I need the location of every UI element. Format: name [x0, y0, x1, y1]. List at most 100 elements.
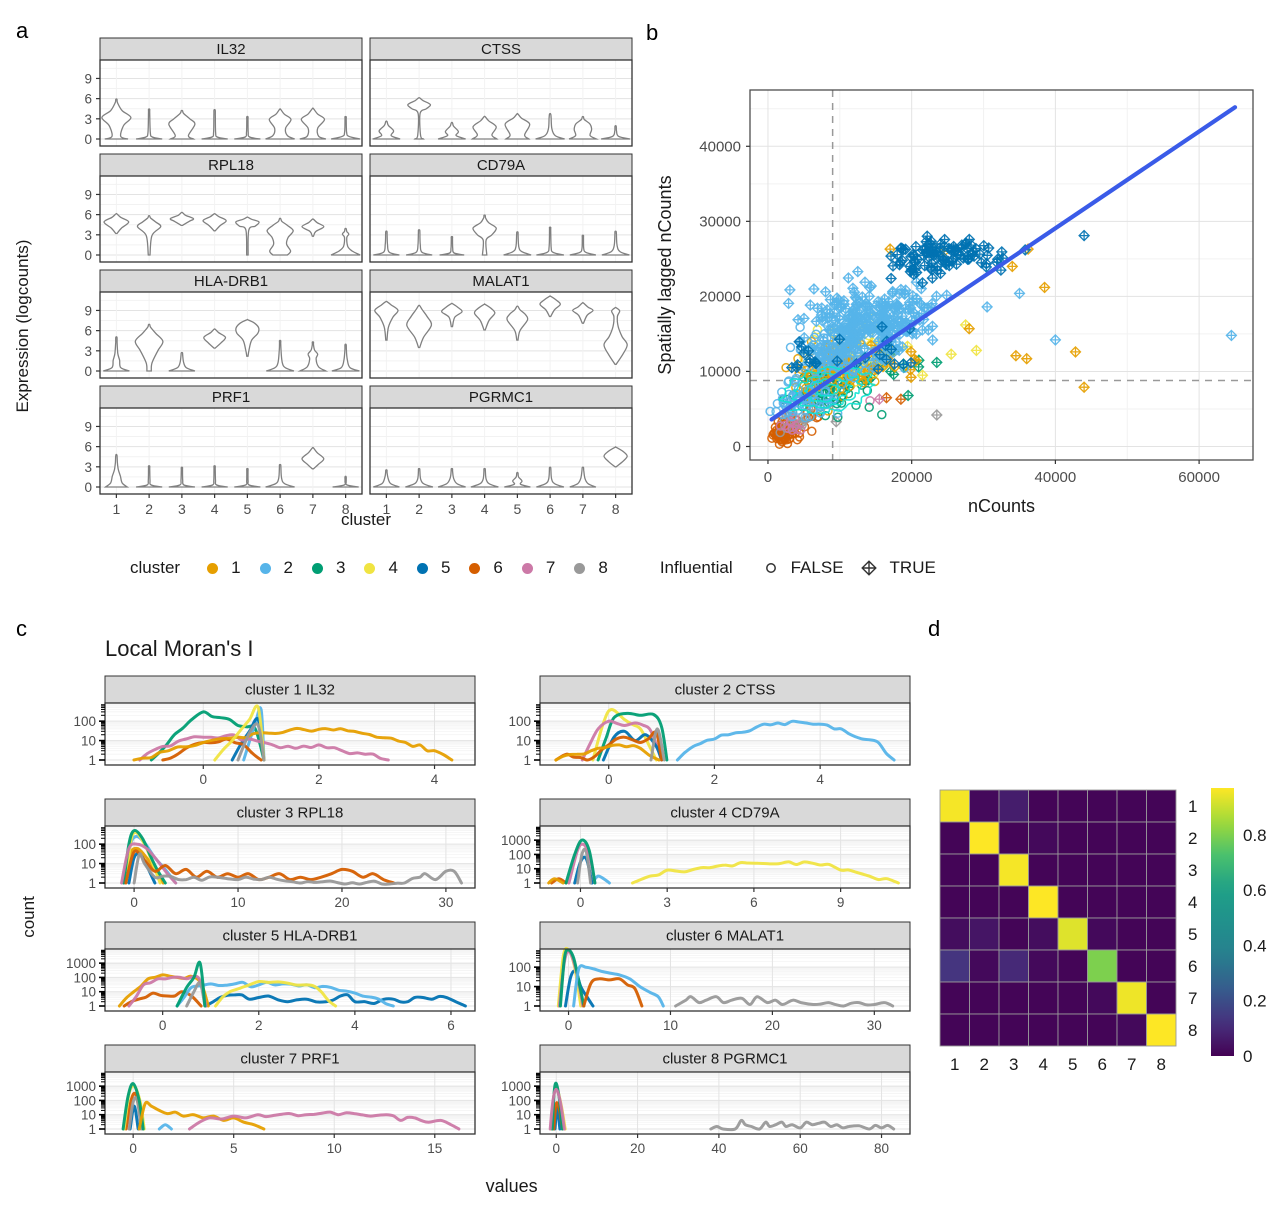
freqpoly-cluster-8 — [709, 1118, 896, 1132]
svg-text:7: 7 — [579, 501, 587, 517]
violin — [535, 112, 565, 140]
svg-text:5: 5 — [513, 501, 521, 517]
heatmap-cell — [1028, 949, 1059, 983]
svg-text:PRF1: PRF1 — [212, 389, 250, 406]
violin — [169, 211, 195, 227]
violin — [330, 227, 361, 256]
svg-text:0: 0 — [84, 132, 92, 147]
heatmap-cell — [1146, 885, 1177, 919]
violin — [168, 466, 196, 488]
cluster-6-dot-icon — [469, 562, 481, 574]
heatmap-cell — [998, 789, 1029, 823]
freqpoly-cluster-3 — [175, 960, 207, 1008]
svg-text:9: 9 — [84, 419, 92, 434]
b-xlabel: nCounts — [968, 496, 1035, 516]
heatmap-cell — [969, 1013, 1000, 1047]
cluster-4-dot-icon — [364, 562, 376, 574]
legend-cluster-item-8: 8 — [561, 558, 608, 578]
svg-text:0: 0 — [84, 248, 92, 263]
svg-text:60000: 60000 — [1178, 469, 1220, 486]
heatmap-cell — [1116, 789, 1147, 823]
violin-grid-chart: Expression (logcounts) IL32 0 3 6 9 CTSS RPL18 0… — [13, 37, 633, 529]
violin — [437, 467, 466, 488]
svg-text:1: 1 — [88, 1122, 96, 1137]
svg-text:0: 0 — [84, 364, 92, 379]
violin — [301, 446, 325, 470]
violin — [405, 467, 434, 488]
legend-cluster-number: 8 — [598, 558, 608, 577]
svg-text:6: 6 — [84, 324, 92, 339]
svg-text:0: 0 — [605, 772, 613, 787]
freqpoly-cluster-4 — [631, 860, 900, 885]
heatmap-cell — [969, 981, 1000, 1015]
heatmap-cell — [1116, 917, 1147, 951]
svg-text:10: 10 — [231, 895, 246, 910]
heatmap-cell — [1116, 1013, 1147, 1047]
heatmap-cell — [1028, 885, 1059, 919]
violin — [168, 109, 196, 140]
svg-text:9: 9 — [84, 71, 92, 86]
cluster-2-dot-icon — [259, 562, 271, 574]
heatmap-cell — [998, 917, 1029, 951]
legend-influential-title: Influential — [659, 558, 733, 577]
influential-false-icon — [763, 560, 779, 576]
svg-text:4: 4 — [1188, 893, 1197, 912]
violin — [372, 120, 401, 140]
freqpoly-cluster-1 — [132, 726, 454, 762]
svg-text:9: 9 — [84, 303, 92, 318]
violin — [234, 115, 261, 140]
svg-text:0: 0 — [84, 480, 92, 495]
violin — [374, 300, 399, 341]
svg-text:6: 6 — [1188, 957, 1197, 976]
facet-MALAT1: MALAT1 — [369, 269, 633, 379]
svg-text:30000: 30000 — [699, 213, 741, 230]
svg-text:100: 100 — [508, 714, 531, 729]
svg-text:10: 10 — [81, 1108, 96, 1123]
svg-text:1: 1 — [88, 753, 96, 768]
svg-text:6: 6 — [84, 92, 92, 107]
facet-RPL18: RPL18 0 3 6 9 — [84, 153, 363, 263]
legend-cluster-item-4: 4 — [351, 558, 398, 578]
svg-text:40000: 40000 — [699, 138, 741, 155]
svg-text:0: 0 — [130, 895, 138, 910]
heatmap-cell — [1028, 853, 1059, 887]
heatmap-cell — [939, 789, 970, 823]
heatmap-cell — [939, 949, 970, 983]
svg-text:2: 2 — [711, 772, 719, 787]
freqpoly-cluster-5 — [204, 993, 467, 1008]
svg-text:5: 5 — [1068, 1055, 1077, 1074]
legend-cluster-number: 3 — [336, 558, 346, 577]
svg-text:10: 10 — [663, 1018, 678, 1033]
svg-text:2: 2 — [1188, 829, 1197, 848]
scatter-chart: 0 10000 20000 30000 40000 0 20000 40000 60000 nCo… — [655, 89, 1254, 516]
colorbar — [1211, 788, 1234, 1056]
violin — [301, 218, 325, 237]
heatmap-cell — [969, 853, 1000, 887]
svg-text:6: 6 — [276, 501, 284, 517]
heatmap-cell — [1116, 949, 1147, 983]
svg-text:3: 3 — [663, 895, 671, 910]
heatmap-cell — [1057, 885, 1088, 919]
violin — [299, 107, 327, 140]
violin — [203, 328, 227, 349]
svg-text:2: 2 — [980, 1055, 989, 1074]
violin — [536, 226, 565, 256]
violin — [437, 121, 466, 140]
freqpoly-cluster-3 — [558, 948, 586, 1008]
heatmap-cell — [939, 821, 970, 855]
panel-c-label: c — [16, 616, 27, 641]
svg-text:1: 1 — [950, 1055, 959, 1074]
b-ylabel: Spatially lagged nCounts — [655, 175, 675, 374]
legend-cluster-item-6: 6 — [456, 558, 503, 578]
violin — [330, 115, 361, 140]
heatmap-cell — [939, 981, 970, 1015]
violin — [470, 467, 499, 488]
svg-text:7: 7 — [1188, 989, 1197, 1008]
legend-cluster-number: 6 — [493, 558, 503, 577]
svg-text:20000: 20000 — [891, 469, 933, 486]
svg-text:7: 7 — [309, 501, 317, 517]
svg-text:CD79A: CD79A — [477, 157, 525, 174]
svg-text:1000: 1000 — [66, 1079, 96, 1094]
svg-text:8: 8 — [342, 501, 350, 517]
svg-text:1: 1 — [1188, 797, 1197, 816]
